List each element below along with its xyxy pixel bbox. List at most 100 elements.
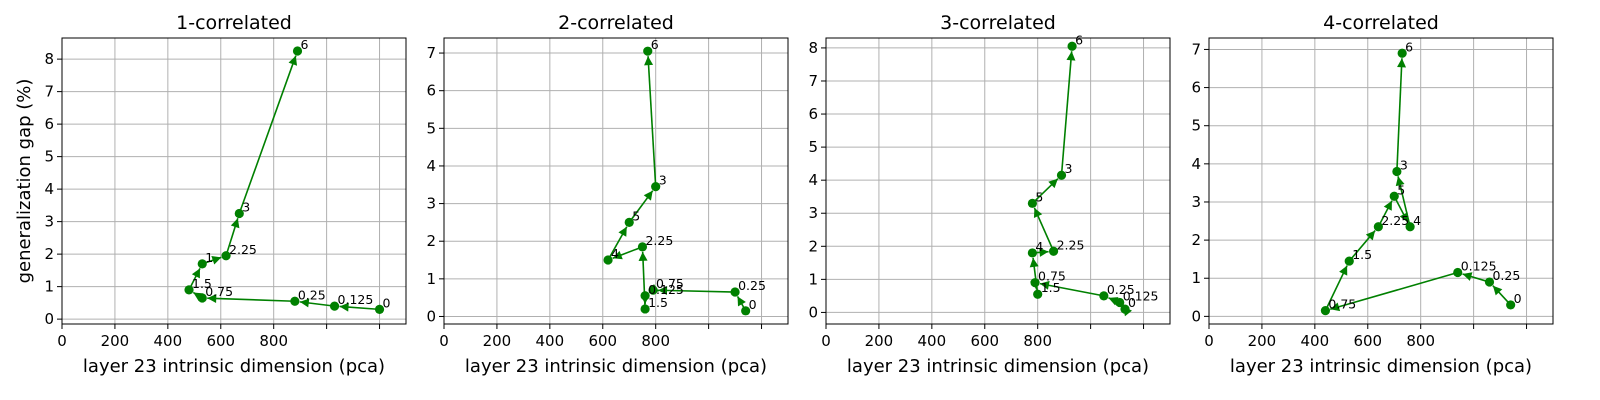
data-point-label: 0.125 [648, 282, 684, 297]
y-tick-label: 1 [808, 270, 818, 288]
x-tick-label: 400 [918, 332, 947, 350]
arrow-head [1395, 176, 1405, 187]
y-tick-label: 7 [44, 83, 54, 101]
data-point [374, 304, 385, 314]
x-tick-label: 0 [821, 332, 831, 350]
y-tick-label: 2 [426, 232, 436, 250]
data-point [603, 255, 613, 265]
data-point [197, 259, 207, 269]
data-point-label: 4 [1413, 213, 1421, 228]
x-tick-label: 200 [483, 332, 512, 350]
data-point [730, 287, 740, 297]
x-tick-label: 800 [1406, 332, 1435, 350]
trajectory-segment [207, 297, 295, 303]
data-point [640, 291, 650, 301]
data-point [290, 296, 300, 306]
data-point-label: 2.25 [1381, 213, 1409, 228]
data-point [1056, 170, 1067, 180]
data-point-label: 0.25 [738, 278, 766, 293]
data-point [1115, 297, 1125, 308]
arrow-head [1039, 280, 1050, 290]
y-tick-label: 6 [1191, 79, 1201, 97]
trajectory-segment [1330, 271, 1458, 311]
data-point-label: 5 [632, 208, 640, 223]
data-point-label: 3 [659, 173, 667, 188]
arrow-head [1399, 212, 1408, 223]
data-point-label: 0.25 [1107, 282, 1135, 297]
y-tick-label: 3 [808, 204, 818, 222]
arrow-head [643, 190, 653, 201]
data-point [184, 285, 194, 295]
data-point [1392, 166, 1402, 177]
y-tick-label: 3 [1191, 193, 1201, 211]
y-axis-label: generalization gap (%) [14, 79, 35, 284]
chart-title: 1-correlated [176, 12, 292, 34]
data-point [1320, 306, 1331, 316]
y-tick-label: 0 [426, 307, 436, 325]
data-point [1373, 222, 1383, 232]
x-tick-label: 400 [536, 332, 565, 350]
x-tick-label: 600 [588, 332, 617, 350]
data-point [1405, 222, 1415, 232]
arrow-head [1492, 285, 1503, 296]
arrow-head [1339, 265, 1348, 276]
x-tick-label: 200 [101, 332, 130, 350]
data-point [221, 251, 231, 261]
arrow-head [207, 293, 217, 303]
arrow-head [638, 251, 648, 262]
arrow-head [1397, 58, 1407, 68]
data-point [640, 304, 650, 314]
data-point [1027, 248, 1037, 258]
data-point [1027, 198, 1037, 208]
data-point [1120, 304, 1130, 314]
arrow-head [211, 256, 222, 265]
arrow-head [658, 285, 668, 295]
x-tick-label: 600 [1353, 332, 1382, 350]
x-tick-label: 200 [1248, 332, 1277, 350]
data-point-label: 0.125 [1123, 289, 1159, 304]
trajectory-segment [1060, 51, 1073, 176]
x-tick-label: 800 [641, 332, 670, 350]
arrow-head [1039, 247, 1049, 257]
arrow-head [299, 298, 310, 308]
data-point-label: 5 [1035, 189, 1043, 204]
x-tick-label: 600 [970, 332, 999, 350]
y-tick-label: 2 [1191, 231, 1201, 249]
data-point [197, 293, 207, 303]
data-point-label: 0.125 [1461, 259, 1497, 274]
data-point-label: 3 [1400, 157, 1408, 172]
y-tick-label: 7 [808, 72, 818, 90]
data-point [643, 46, 653, 56]
y-tick-label: 5 [1191, 117, 1201, 135]
trajectory-segment [1396, 58, 1403, 172]
chart-panel-3: 0 200 400 600 800 0 1 2 3 4 5 6 7 8 3-correlated layer … [808, 12, 1171, 377]
x-tick-label: 0 [57, 332, 67, 350]
data-point [292, 46, 303, 56]
y-tick-label: 5 [44, 148, 54, 166]
data-point-label: 1.5 [648, 295, 668, 310]
data-point-label: 1.5 [192, 276, 212, 291]
arrow-head [191, 268, 200, 279]
data-point-label: 6 [651, 37, 659, 52]
x-axis-label: layer 23 intrinsic dimension (pca) [847, 356, 1149, 377]
x-tick-label: 200 [865, 332, 894, 350]
arrow-head [1383, 200, 1392, 211]
y-tick-label: 2 [808, 237, 818, 255]
y-tick-label: 0 [44, 310, 54, 328]
data-point-label: 4 [611, 246, 619, 261]
data-point-label: 0 [1514, 291, 1522, 306]
y-tick-label: 6 [808, 105, 818, 123]
arrow-head [1066, 51, 1076, 61]
x-tick-label: 800 [1023, 332, 1052, 350]
x-tick-label: 400 [154, 332, 183, 350]
trajectory-segment [238, 55, 297, 214]
arrow-head [1048, 178, 1058, 189]
trajectory-segment [1039, 282, 1104, 297]
data-point-label: 0.25 [298, 287, 326, 302]
arrow-head [612, 250, 623, 260]
x-axis-label: layer 23 intrinsic dimension (pca) [1230, 356, 1532, 377]
data-point-label: 0.75 [205, 284, 233, 299]
y-tick-label: 3 [44, 213, 54, 231]
data-point [1389, 191, 1399, 201]
arrow-head [1029, 257, 1039, 268]
